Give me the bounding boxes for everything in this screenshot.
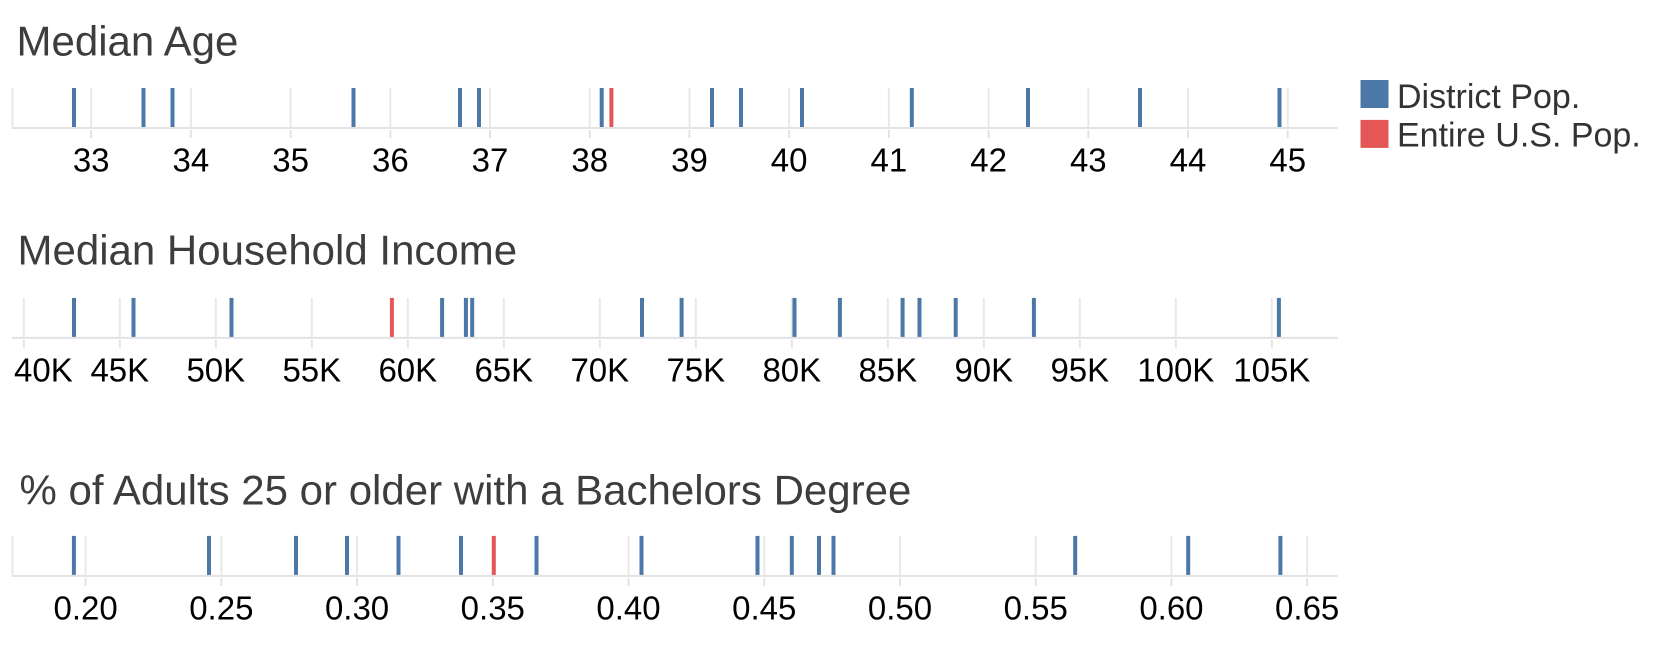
svg-text:34: 34 xyxy=(173,142,210,179)
svg-text:70K: 70K xyxy=(570,352,629,389)
svg-text:44: 44 xyxy=(1170,142,1207,179)
svg-text:42: 42 xyxy=(970,142,1007,179)
svg-text:District Pop.: District Pop. xyxy=(1397,78,1580,116)
svg-text:45K: 45K xyxy=(90,352,149,389)
svg-text:0.25: 0.25 xyxy=(189,590,253,627)
svg-text:40: 40 xyxy=(771,142,808,179)
svg-text:0.45: 0.45 xyxy=(732,590,796,627)
svg-text:85K: 85K xyxy=(858,352,917,389)
svg-text:45: 45 xyxy=(1269,142,1306,179)
svg-text:95K: 95K xyxy=(1050,352,1109,389)
svg-text:0.40: 0.40 xyxy=(596,590,660,627)
svg-text:33: 33 xyxy=(73,142,110,179)
svg-text:43: 43 xyxy=(1070,142,1107,179)
svg-text:100K: 100K xyxy=(1137,352,1214,389)
svg-text:65K: 65K xyxy=(474,352,533,389)
svg-text:0.50: 0.50 xyxy=(868,590,932,627)
svg-text:35: 35 xyxy=(272,142,309,179)
svg-text:75K: 75K xyxy=(666,352,725,389)
svg-text:0.35: 0.35 xyxy=(461,590,525,627)
svg-text:39: 39 xyxy=(671,142,708,179)
svg-text:37: 37 xyxy=(472,142,509,179)
svg-text:0.60: 0.60 xyxy=(1139,590,1203,627)
svg-text:40K: 40K xyxy=(14,352,73,389)
svg-text:0.55: 0.55 xyxy=(1004,590,1068,627)
svg-text:60K: 60K xyxy=(378,352,437,389)
svg-text:55K: 55K xyxy=(282,352,341,389)
svg-text:80K: 80K xyxy=(762,352,821,389)
svg-text:36: 36 xyxy=(372,142,409,179)
svg-text:0.30: 0.30 xyxy=(325,590,389,627)
svg-text:38: 38 xyxy=(571,142,608,179)
svg-text:Median Age: Median Age xyxy=(17,18,239,65)
svg-text:Entire U.S. Pop.: Entire U.S. Pop. xyxy=(1397,116,1641,154)
svg-text:50K: 50K xyxy=(186,352,245,389)
svg-text:41: 41 xyxy=(871,142,908,179)
svg-text:Median Household Income: Median Household Income xyxy=(18,226,518,273)
svg-text:90K: 90K xyxy=(954,352,1013,389)
svg-text:105K: 105K xyxy=(1233,352,1310,389)
svg-text:0.65: 0.65 xyxy=(1275,590,1339,627)
svg-text:0.20: 0.20 xyxy=(53,590,117,627)
svg-text:% of Adults 25 or older with a: % of Adults 25 or older with a Bachelors… xyxy=(20,467,912,514)
